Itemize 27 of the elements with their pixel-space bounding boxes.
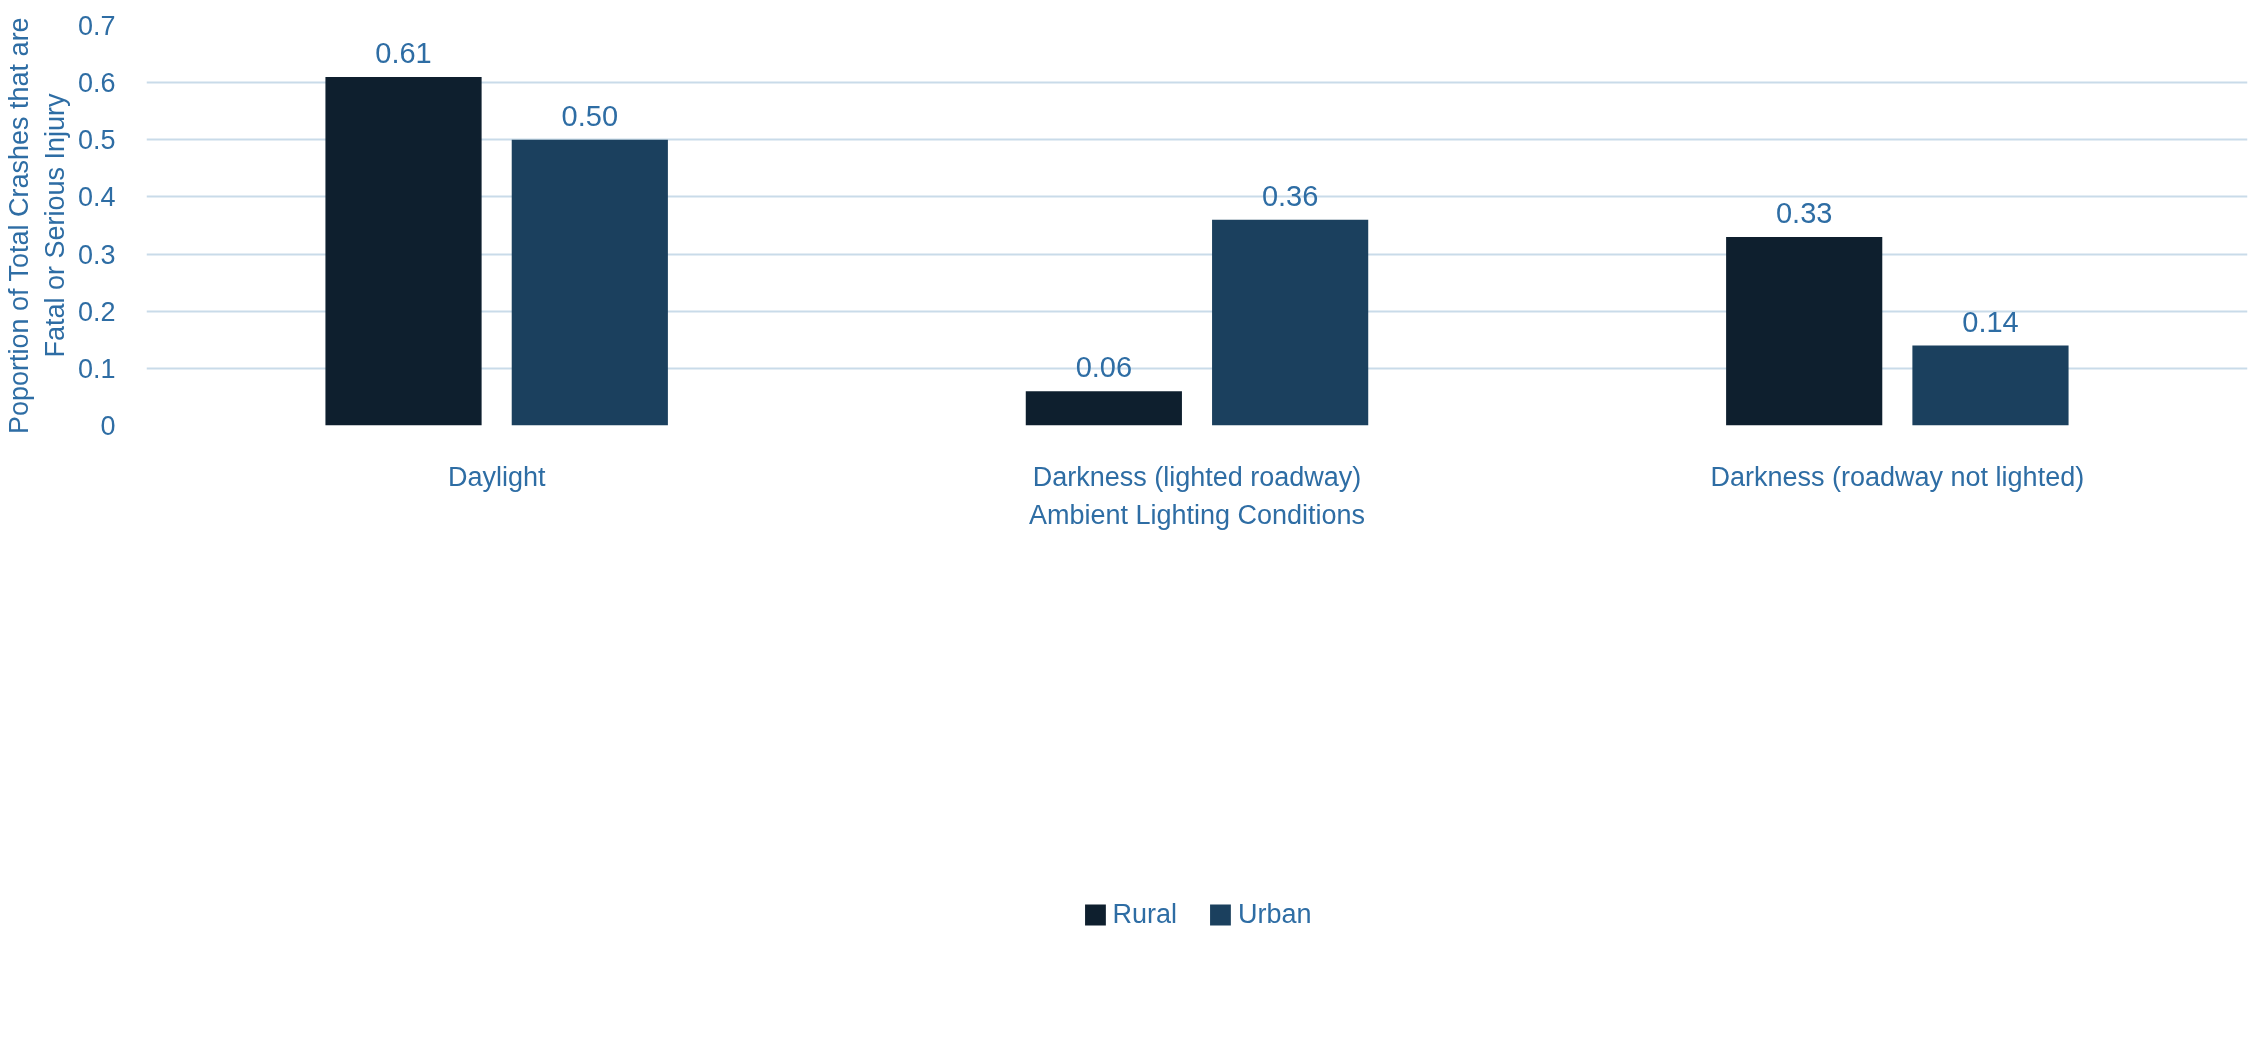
y-tick-label: 0.2 — [77, 296, 116, 327]
legend-label: Rural — [1112, 898, 1177, 930]
y-tick-label: 0.1 — [77, 353, 116, 384]
data-label: 0.14 — [1962, 305, 2019, 338]
bar — [1212, 219, 1369, 426]
y-tick-label: 0.4 — [77, 182, 116, 213]
y-tick-label: 0.5 — [77, 125, 116, 156]
y-tick-label: 0.7 — [77, 11, 116, 41]
data-label: 0.50 — [561, 99, 619, 132]
data-label: 0.36 — [1261, 179, 1319, 212]
bar — [1912, 345, 2069, 426]
x-tick-label: Daylight — [447, 461, 546, 492]
y-tick-label: 0.6 — [77, 68, 116, 99]
y-tick-label: 0 — [100, 411, 116, 441]
bar — [1025, 391, 1182, 426]
data-label: 0.33 — [1775, 196, 1833, 229]
bar — [1726, 236, 1883, 426]
bar — [511, 139, 668, 426]
bar — [325, 76, 482, 426]
x-tick-label: Darkness (lighted roadway) — [1032, 461, 1362, 492]
x-axis-title: Ambient Lighting Conditions — [1028, 499, 1366, 530]
x-tick-label: Darkness (roadway not lighted) — [1710, 461, 2085, 492]
data-label: 0.61 — [375, 36, 432, 69]
legend-label: Urban — [1237, 898, 1312, 930]
y-axis-title: Poportion of Total Crashes that are Fatal or Serious Injury — [3, 17, 70, 435]
data-label: 0.06 — [1075, 351, 1133, 384]
y-tick-label: 0.3 — [77, 239, 116, 270]
